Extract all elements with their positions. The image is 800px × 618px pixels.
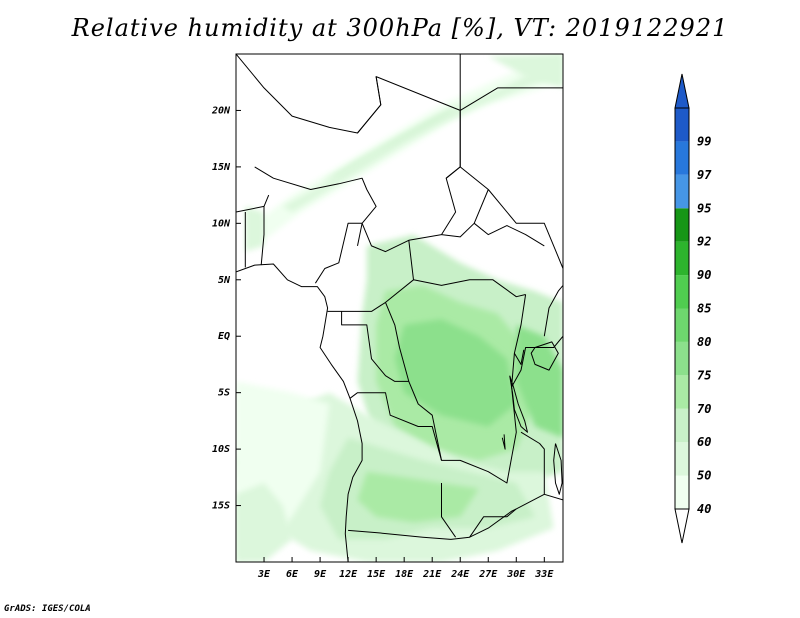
border-line-2 (357, 76, 382, 134)
colorbar-box-4 (675, 341, 689, 376)
grads-credit: GrADS: IGES/COLA (4, 604, 91, 614)
border-line-10 (314, 222, 363, 284)
x-tick-label: 12E (339, 569, 358, 580)
colorbar-label: 92 (697, 235, 711, 249)
colorbar-label: 60 (697, 435, 711, 449)
colorbar: 40 50 60 70 75 80 85 90 92 95 97 99 (674, 73, 712, 544)
colorbar-upper-arrow (674, 73, 690, 109)
colorbar-label: 90 (697, 268, 711, 282)
colorbar-box-8 (675, 208, 689, 242)
colorbar-box-10 (675, 141, 689, 175)
x-tick-label: 30E (506, 569, 526, 580)
country-borders (236, 54, 563, 562)
colorbar-box-2 (675, 408, 689, 443)
border-line-27 (501, 434, 506, 450)
x-tick-label: 9E (314, 569, 327, 580)
border-line-26 (553, 443, 563, 495)
colorbar-box-0 (675, 475, 689, 509)
y-tick-label: 10N (212, 218, 231, 229)
map-frame (235, 53, 564, 563)
humidity-region-10 (282, 65, 554, 212)
colorbar-label: 99 (697, 134, 711, 148)
border-line-4 (459, 87, 563, 111)
border-line-0 (236, 263, 363, 562)
colorbar-label: 97 (697, 168, 712, 182)
x-tick-label: 18E (395, 569, 414, 580)
x-tick-label: 33E (534, 569, 554, 580)
y-tick-label: 15S (212, 501, 230, 512)
colorbar-box-11 (675, 108, 689, 142)
x-tick-label: 15E (367, 569, 386, 580)
colorbar-box-6 (675, 275, 689, 309)
colorbar-label: 95 (697, 201, 711, 215)
chart-title: Relative humidity at 300hPa [%], VT: 201… (71, 14, 729, 42)
x-tick-label: 27E (478, 569, 498, 580)
x-tick-label: 6E (286, 569, 299, 580)
humidity-region-2 (394, 319, 517, 427)
border-line-5 (459, 166, 563, 269)
humidity-region-6 (357, 471, 479, 523)
humidity-region-11 (320, 103, 461, 183)
colorbar-label: 50 (697, 469, 711, 483)
colorbar-label: 85 (697, 302, 711, 316)
border-line-22 (513, 349, 525, 365)
border-line-16 (349, 392, 442, 461)
x-tick-label: 3E (257, 569, 271, 580)
y-tick-label: 20N (211, 105, 231, 116)
border-line-21 (511, 335, 563, 388)
humidity-field (236, 54, 563, 562)
border-line-6 (441, 189, 489, 238)
humidity-region-3 (516, 324, 563, 438)
border-line-15 (385, 302, 410, 382)
y-tick-label: 15N (212, 162, 231, 173)
y-tick-label: 10S (212, 444, 230, 455)
colorbar-box-9 (675, 174, 689, 209)
border-line-17 (348, 431, 545, 540)
y-tick-label: 5S (218, 388, 230, 399)
y-tick-label: EQ (218, 331, 230, 342)
border-line-24 (530, 341, 559, 371)
humidity-region-8 (236, 483, 293, 562)
colorbar-box-7 (675, 241, 689, 276)
border-line-20 (544, 493, 563, 501)
humidity-region-13 (245, 206, 264, 252)
colorbar-label: 80 (697, 335, 711, 349)
x-axis: 3E 6E 9E 12E 15E 18E 21E 24E 27E 30E 33E (257, 557, 554, 580)
border-line-11 (260, 206, 265, 266)
y-axis: 20N 15N 10N 5N EQ 5S 10S 15S (211, 105, 241, 512)
border-line-25 (509, 375, 528, 433)
border-line-23 (543, 285, 563, 337)
y-tick-label: 5N (218, 275, 231, 286)
border-line-13 (236, 194, 270, 213)
border-line-7 (473, 222, 545, 247)
colorbar-box-5 (675, 308, 689, 342)
colorbar-box-3 (675, 375, 689, 409)
border-line-18 (441, 483, 457, 538)
humidity-region-12 (488, 54, 563, 88)
colorbar-frame (674, 107, 690, 510)
border-line-9 (413, 279, 526, 298)
colorbar-box-1 (675, 442, 689, 476)
colorbar-label: 75 (697, 368, 711, 382)
border-line-19 (469, 508, 517, 538)
x-tick-label: 24E (450, 569, 470, 580)
x-tick-label: 21E (422, 569, 442, 580)
colorbar-label: 70 (697, 402, 711, 416)
colorbar-lower-arrow (674, 508, 690, 544)
colorbar-label: 40 (697, 502, 711, 516)
